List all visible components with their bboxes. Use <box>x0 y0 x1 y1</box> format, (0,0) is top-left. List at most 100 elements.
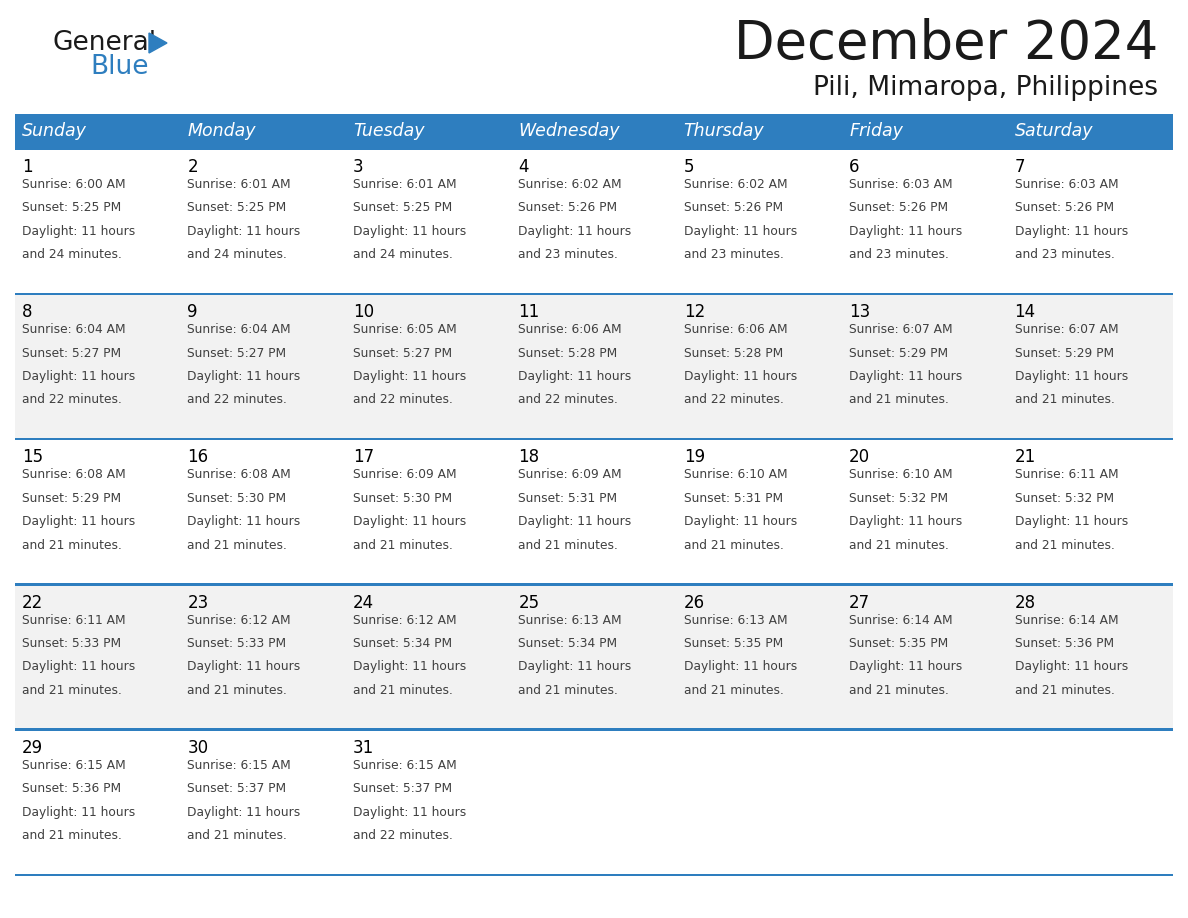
Text: Sunset: 5:29 PM: Sunset: 5:29 PM <box>849 347 948 360</box>
Bar <box>15 293 1173 296</box>
Text: Sunset: 5:36 PM: Sunset: 5:36 PM <box>1015 637 1113 650</box>
Text: Sunrise: 6:01 AM: Sunrise: 6:01 AM <box>188 178 291 191</box>
Bar <box>15 439 1173 584</box>
Text: Sunset: 5:30 PM: Sunset: 5:30 PM <box>353 492 451 505</box>
Text: Sunrise: 6:07 AM: Sunrise: 6:07 AM <box>1015 323 1118 336</box>
Text: Sunrise: 6:07 AM: Sunrise: 6:07 AM <box>849 323 953 336</box>
Text: Daylight: 11 hours: Daylight: 11 hours <box>518 515 632 528</box>
Text: Wednesday: Wednesday <box>518 122 620 140</box>
Text: Sunset: 5:27 PM: Sunset: 5:27 PM <box>353 347 451 360</box>
Text: Sunset: 5:26 PM: Sunset: 5:26 PM <box>1015 201 1113 215</box>
Text: and 21 minutes.: and 21 minutes. <box>1015 394 1114 407</box>
Text: 19: 19 <box>684 448 704 466</box>
Text: Daylight: 11 hours: Daylight: 11 hours <box>23 515 135 528</box>
Bar <box>15 114 1173 148</box>
Text: and 21 minutes.: and 21 minutes. <box>188 684 287 697</box>
Text: Daylight: 11 hours: Daylight: 11 hours <box>353 225 466 238</box>
Text: Sunset: 5:27 PM: Sunset: 5:27 PM <box>188 347 286 360</box>
Text: Daylight: 11 hours: Daylight: 11 hours <box>849 660 962 674</box>
Text: Daylight: 11 hours: Daylight: 11 hours <box>518 225 632 238</box>
Text: Daylight: 11 hours: Daylight: 11 hours <box>1015 515 1127 528</box>
Text: 9: 9 <box>188 303 198 321</box>
Text: 1: 1 <box>23 158 32 176</box>
Text: and 23 minutes.: and 23 minutes. <box>518 248 618 262</box>
Text: and 22 minutes.: and 22 minutes. <box>684 394 784 407</box>
Text: 28: 28 <box>1015 594 1036 611</box>
Text: and 21 minutes.: and 21 minutes. <box>23 539 122 552</box>
Text: and 22 minutes.: and 22 minutes. <box>353 394 453 407</box>
Text: and 24 minutes.: and 24 minutes. <box>353 248 453 262</box>
Text: Saturday: Saturday <box>1015 122 1093 140</box>
Text: and 23 minutes.: and 23 minutes. <box>1015 248 1114 262</box>
Text: Sunrise: 6:10 AM: Sunrise: 6:10 AM <box>684 468 788 481</box>
Text: Sunset: 5:26 PM: Sunset: 5:26 PM <box>849 201 948 215</box>
Text: 16: 16 <box>188 448 209 466</box>
Bar <box>15 728 1173 731</box>
Text: Sunrise: 6:11 AM: Sunrise: 6:11 AM <box>1015 468 1118 481</box>
Text: and 24 minutes.: and 24 minutes. <box>188 248 287 262</box>
Text: Daylight: 11 hours: Daylight: 11 hours <box>684 515 797 528</box>
Text: Daylight: 11 hours: Daylight: 11 hours <box>23 806 135 819</box>
Text: December 2024: December 2024 <box>734 18 1158 70</box>
Text: Pili, Mimaropa, Philippines: Pili, Mimaropa, Philippines <box>813 75 1158 101</box>
Text: 29: 29 <box>23 739 43 756</box>
Text: 6: 6 <box>849 158 860 176</box>
Text: Sunset: 5:25 PM: Sunset: 5:25 PM <box>353 201 453 215</box>
Text: Sunset: 5:26 PM: Sunset: 5:26 PM <box>684 201 783 215</box>
Text: 12: 12 <box>684 303 704 321</box>
Text: Thursday: Thursday <box>684 122 764 140</box>
Text: Sunrise: 6:15 AM: Sunrise: 6:15 AM <box>188 759 291 772</box>
Text: 21: 21 <box>1015 448 1036 466</box>
Text: and 21 minutes.: and 21 minutes. <box>23 684 122 697</box>
Text: and 21 minutes.: and 21 minutes. <box>849 684 949 697</box>
Text: Daylight: 11 hours: Daylight: 11 hours <box>23 660 135 674</box>
Text: Daylight: 11 hours: Daylight: 11 hours <box>1015 660 1127 674</box>
Text: 13: 13 <box>849 303 871 321</box>
Text: and 21 minutes.: and 21 minutes. <box>518 684 618 697</box>
Text: Daylight: 11 hours: Daylight: 11 hours <box>684 370 797 383</box>
Text: 5: 5 <box>684 158 694 176</box>
Text: Sunset: 5:33 PM: Sunset: 5:33 PM <box>188 637 286 650</box>
Text: 3: 3 <box>353 158 364 176</box>
Bar <box>15 583 1173 586</box>
Text: Sunrise: 6:02 AM: Sunrise: 6:02 AM <box>684 178 788 191</box>
Text: Sunset: 5:34 PM: Sunset: 5:34 PM <box>518 637 618 650</box>
Text: Daylight: 11 hours: Daylight: 11 hours <box>188 806 301 819</box>
Text: Sunset: 5:32 PM: Sunset: 5:32 PM <box>849 492 948 505</box>
Text: and 21 minutes.: and 21 minutes. <box>353 684 453 697</box>
Text: Sunrise: 6:13 AM: Sunrise: 6:13 AM <box>518 613 621 627</box>
Text: Sunrise: 6:05 AM: Sunrise: 6:05 AM <box>353 323 456 336</box>
Text: 30: 30 <box>188 739 209 756</box>
Text: Sunrise: 6:03 AM: Sunrise: 6:03 AM <box>1015 178 1118 191</box>
Text: 17: 17 <box>353 448 374 466</box>
Text: and 21 minutes.: and 21 minutes. <box>849 539 949 552</box>
Text: and 21 minutes.: and 21 minutes. <box>188 539 287 552</box>
Text: and 21 minutes.: and 21 minutes. <box>684 684 784 697</box>
Text: Daylight: 11 hours: Daylight: 11 hours <box>1015 225 1127 238</box>
Text: Sunset: 5:28 PM: Sunset: 5:28 PM <box>518 347 618 360</box>
Text: Daylight: 11 hours: Daylight: 11 hours <box>188 225 301 238</box>
Text: Sunrise: 6:12 AM: Sunrise: 6:12 AM <box>353 613 456 627</box>
Text: Sunrise: 6:04 AM: Sunrise: 6:04 AM <box>23 323 126 336</box>
Text: General: General <box>52 30 156 56</box>
Text: Daylight: 11 hours: Daylight: 11 hours <box>849 370 962 383</box>
Text: and 21 minutes.: and 21 minutes. <box>353 539 453 552</box>
Text: and 22 minutes.: and 22 minutes. <box>353 829 453 842</box>
Text: Sunset: 5:37 PM: Sunset: 5:37 PM <box>353 782 451 795</box>
Text: Sunrise: 6:08 AM: Sunrise: 6:08 AM <box>23 468 126 481</box>
Text: Sunrise: 6:03 AM: Sunrise: 6:03 AM <box>849 178 953 191</box>
Text: 4: 4 <box>518 158 529 176</box>
Text: Sunset: 5:29 PM: Sunset: 5:29 PM <box>23 492 121 505</box>
Text: Sunset: 5:35 PM: Sunset: 5:35 PM <box>684 637 783 650</box>
Text: Sunrise: 6:13 AM: Sunrise: 6:13 AM <box>684 613 788 627</box>
Text: Sunset: 5:29 PM: Sunset: 5:29 PM <box>1015 347 1113 360</box>
Text: Sunrise: 6:10 AM: Sunrise: 6:10 AM <box>849 468 953 481</box>
Text: Sunrise: 6:04 AM: Sunrise: 6:04 AM <box>188 323 291 336</box>
Text: Monday: Monday <box>188 122 255 140</box>
Text: Daylight: 11 hours: Daylight: 11 hours <box>353 806 466 819</box>
Text: Daylight: 11 hours: Daylight: 11 hours <box>23 225 135 238</box>
Text: Friday: Friday <box>849 122 903 140</box>
Text: 22: 22 <box>23 594 43 611</box>
Bar <box>15 874 1173 876</box>
Text: Sunrise: 6:00 AM: Sunrise: 6:00 AM <box>23 178 126 191</box>
